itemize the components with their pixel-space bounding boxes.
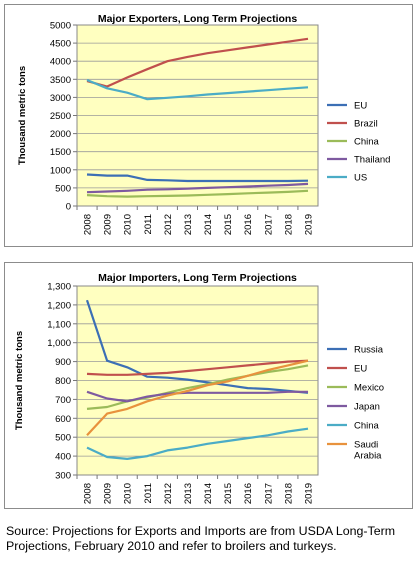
y-tick-label: 500 [55, 433, 71, 444]
legend-label-thailand: Thailand [354, 155, 390, 166]
series-line-russia [85, 299, 309, 394]
y-tick-label: 900 [55, 357, 71, 368]
legend-label-us: US [354, 173, 367, 184]
x-tick-label: 2016 [243, 483, 254, 504]
legend-label-saudi-arabia: Saudi Arabia [354, 440, 382, 462]
source-note: Source: Projections for Exports and Impo… [6, 524, 396, 553]
y-tick-label: 400 [55, 452, 71, 463]
chart-title: Major Importers, Long Term Projections [98, 272, 297, 284]
legend-label-japan: Japan [354, 402, 380, 413]
y-tick-label: 500 [55, 183, 71, 194]
x-tick-label: 2008 [83, 483, 94, 504]
legend-label-russia: Russia [354, 345, 384, 356]
y-tick-label: 3500 [50, 75, 71, 86]
x-tick-label: 2010 [123, 214, 134, 235]
y-tick-label: 4500 [50, 39, 71, 50]
legend-label-eu: EU [354, 364, 367, 375]
y-tick-label: 2500 [50, 111, 71, 122]
legend-label-china: China [354, 421, 380, 432]
legend-label-brazil: Brazil [354, 119, 378, 130]
series-line-china [86, 189, 309, 198]
importers-chart: 300 400 500 600 700 800 900 1,000 1,100 1,200 1,30… [14, 272, 384, 504]
x-tick-label: 2019 [303, 214, 314, 235]
legend-label-eu: EU [354, 101, 367, 112]
y-axis-label: Thousand metric tons [17, 66, 28, 165]
series-line-saudi-arabia [86, 359, 309, 437]
legend-label-china: China [354, 137, 380, 148]
x-tick-label: 2013 [183, 483, 194, 504]
importers-chart-panel: 300 400 500 600 700 800 900 1,000 1,100 1,200 1,30… [4, 262, 413, 509]
x-tick-label: 2011 [143, 483, 154, 503]
x-tick-label: 2016 [243, 214, 254, 235]
legend-label-mexico: Mexico [354, 383, 384, 394]
y-tick-label: 1,100 [47, 319, 71, 330]
series-line-mexico [86, 364, 309, 410]
series-line-eu [86, 173, 309, 183]
series-line-japan [86, 390, 308, 403]
x-tick-label: 2009 [103, 214, 114, 235]
y-tick-label: 4000 [50, 57, 71, 68]
y-tick-label: 1500 [50, 147, 71, 158]
y-tick-label: 1,200 [47, 300, 71, 311]
x-tick-label: 2018 [283, 483, 294, 504]
x-tick-label: 2010 [123, 483, 134, 504]
y-tick-label: 0 [66, 202, 71, 213]
exporters-chart-panel: 0 500 1000 1500 2000 2500 3000 3500 4000 4500 5000… [4, 4, 413, 247]
x-tick-label: 2015 [223, 483, 234, 504]
y-axis-label: Thousand metric tons [14, 331, 25, 430]
x-tick-label: 2011 [143, 214, 154, 234]
x-tick-label: 2012 [163, 483, 174, 504]
y-tick-label: 600 [55, 414, 71, 425]
series-line-brazil [86, 37, 309, 88]
x-tick-label: 2008 [83, 214, 94, 235]
x-tick-label: 2012 [163, 214, 174, 235]
y-tick-label: 700 [55, 395, 71, 406]
y-tick-label: 1000 [50, 165, 71, 176]
y-tick-label: 2000 [50, 129, 71, 140]
x-tick-label: 2009 [103, 483, 114, 504]
x-tick-label: 2013 [183, 214, 194, 235]
exporters-chart: 0 500 1000 1500 2000 2500 3000 3500 4000 4500 5000… [17, 13, 390, 235]
series-line-china [86, 427, 309, 460]
y-tick-label: 5000 [50, 21, 71, 32]
series-line-eu [86, 359, 309, 376]
series-line-thailand [86, 182, 309, 194]
x-tick-label: 2015 [223, 214, 234, 235]
x-tick-label: 2017 [263, 483, 274, 504]
y-tick-label: 1,300 [47, 282, 71, 293]
x-tick-label: 2018 [283, 214, 294, 235]
y-tick-label: 800 [55, 376, 71, 387]
x-tick-label: 2017 [263, 214, 274, 235]
y-tick-label: 300 [55, 471, 71, 482]
chart-title: Major Exporters, Long Term Projections [98, 13, 298, 25]
y-tick-label: 1,000 [47, 338, 71, 349]
x-tick-label: 2014 [203, 483, 214, 504]
series-line-us [86, 78, 309, 101]
x-tick-label: 2019 [303, 483, 314, 504]
x-tick-label: 2014 [203, 214, 214, 235]
y-tick-label: 3000 [50, 93, 71, 104]
